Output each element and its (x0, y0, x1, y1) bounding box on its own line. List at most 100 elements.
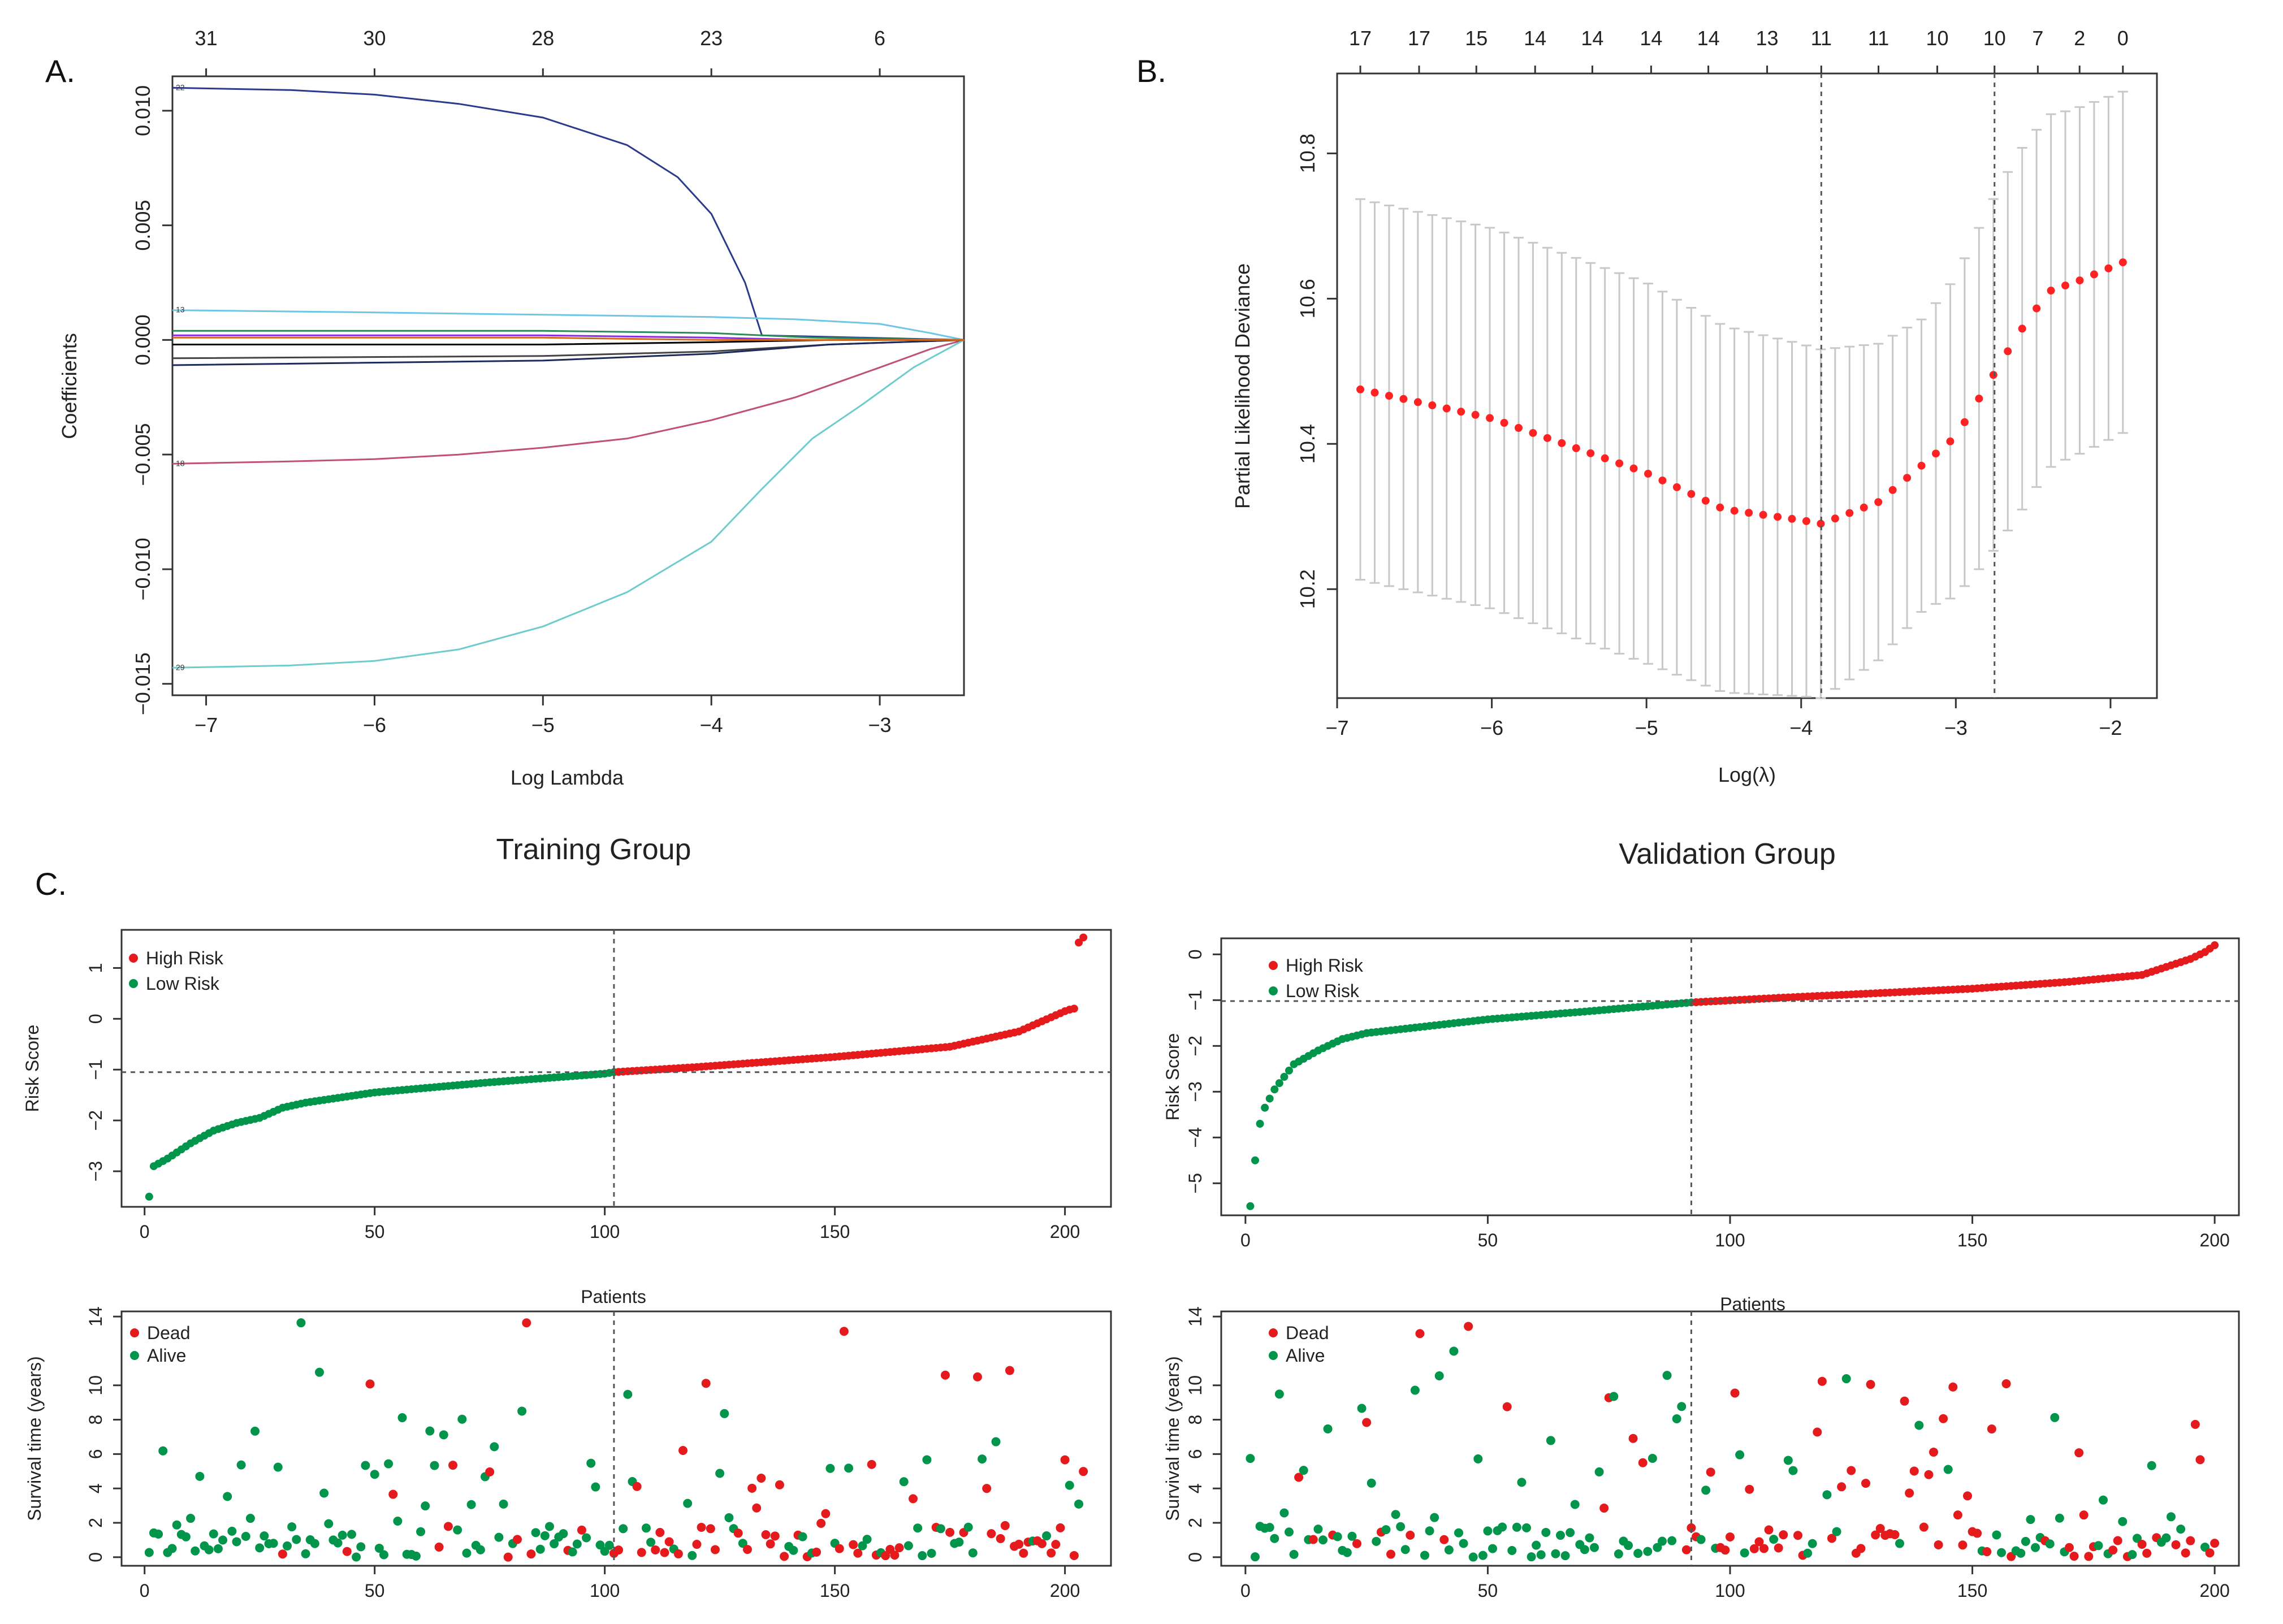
valid-surv-point-79 (1624, 1541, 1633, 1551)
valid-risk-point-6 (1270, 1085, 1279, 1094)
valid-surv-point-19 (1333, 1532, 1342, 1541)
train-risk-xtick-label-2: 100 (590, 1222, 620, 1242)
train-surv-point-134 (756, 1473, 766, 1483)
valid-surv-point-21 (1342, 1548, 1352, 1557)
train-surv-point-111 (651, 1545, 660, 1554)
valid-surv-point-50 (1483, 1526, 1493, 1536)
valid-surv-point-62 (1541, 1527, 1551, 1537)
train-surv-point-161 (881, 1551, 890, 1561)
b-ytick-label-0: 10.2 (1296, 569, 1319, 609)
valid-surv-point-91 (1681, 1545, 1691, 1554)
validation-survival-points (1246, 1322, 2220, 1562)
train-surv-point-126 (720, 1409, 729, 1418)
valid-surv-point-174 (2084, 1552, 2094, 1561)
legend-high-marker-v (1269, 961, 1278, 970)
valid-surv-point-151 (1973, 1528, 1982, 1538)
valid-surv-point-104 (1745, 1484, 1754, 1494)
validation-group-title: Validation Group (1619, 838, 1836, 871)
cv-mean-point-3 (1399, 395, 1408, 403)
a-ytick-label-3: 0.000 (131, 314, 154, 365)
valid-surv-point-61 (1536, 1550, 1546, 1560)
train-surv-point-129 (733, 1528, 743, 1538)
legend-high-label-v: High Risk (1286, 955, 1364, 976)
cv-mean-point-36 (1874, 498, 1883, 506)
valid-surv-point-103 (1740, 1548, 1749, 1558)
train-surv-point-38 (315, 1367, 324, 1377)
train-risk-ytick-label-2: −1 (85, 1059, 106, 1080)
valid-surv-point-42 (1444, 1545, 1454, 1554)
train-surv-point-73 (475, 1545, 485, 1554)
panel-a-ylabel: Coefficients (58, 333, 81, 439)
train-surv-point-141 (789, 1545, 798, 1555)
train-surv-point-34 (296, 1318, 306, 1328)
valid-surv-point-23 (1352, 1539, 1361, 1548)
panel-a-y-axis: −0.015 −0.010 −0.005 0.000 0.005 0.010 (131, 85, 172, 715)
valid-surv-ytick-label-0: 0 (1185, 1552, 1205, 1562)
cv-mean-point-1 (1370, 388, 1379, 397)
valid-surv-point-143 (1934, 1540, 1943, 1549)
cv-mean-point-20 (1644, 470, 1653, 478)
valid-surv-point-145 (1943, 1465, 1953, 1474)
valid-surv-point-119 (1817, 1376, 1827, 1386)
train-surv-point-173 (936, 1524, 945, 1534)
panel-b-mean-points (1356, 258, 2127, 528)
train-surv-point-10 (186, 1514, 196, 1523)
valid-surv-ytick-label-4: 8 (1185, 1415, 1205, 1425)
train-surv-point-83 (522, 1318, 531, 1328)
panel-label-b: B. (1136, 53, 1166, 89)
coef-line-7 (172, 339, 965, 360)
train-surv-point-35 (301, 1549, 310, 1558)
valid-surv-point-5 (1265, 1523, 1274, 1532)
a-toptick-label-0: 31 (195, 27, 218, 50)
train-surv-point-200 (1060, 1455, 1070, 1465)
train-surv-point-190 (1014, 1539, 1024, 1549)
train-surv-point-169 (918, 1551, 927, 1561)
train-surv-point-188 (1005, 1366, 1014, 1375)
train-surv-point-37 (310, 1539, 319, 1548)
train-surv-point-51 (374, 1543, 384, 1553)
a-ytick-label-4: 0.005 (131, 200, 154, 251)
cv-mean-point-7 (1457, 408, 1465, 416)
valid-surv-xtick-label-0: 0 (1240, 1580, 1251, 1601)
valid-surv-point-116 (1803, 1548, 1813, 1558)
cv-mean-point-28 (1759, 510, 1767, 519)
panel-b-frame (1336, 72, 2158, 699)
train-risk-ytick-label-4: 1 (85, 963, 106, 973)
valid-surv-point-27 (1372, 1536, 1381, 1546)
valid-surv-point-15 (1313, 1525, 1323, 1534)
valid-surv-point-99 (1720, 1545, 1730, 1555)
legend-alive-marker-v (1269, 1351, 1278, 1360)
train-surv-point-177 (954, 1538, 964, 1547)
valid-surv-point-76 (1609, 1392, 1619, 1401)
valid-surv-point-33 (1400, 1545, 1410, 1554)
train-surv-point-122 (701, 1379, 711, 1388)
b-xtick-label-0: −7 (1325, 716, 1348, 739)
valid-surv-point-101 (1730, 1388, 1740, 1398)
train-risk-xtick-label-4: 200 (1050, 1222, 1080, 1242)
b-xtick-label-2: −5 (1635, 716, 1658, 739)
training-risk-points (145, 933, 1088, 1201)
b-toptick-label-11: 10 (1983, 27, 2006, 50)
valid-surv-ytick-label-6: 14 (1185, 1306, 1205, 1327)
train-surv-point-28 (269, 1539, 278, 1548)
valid-surv-point-155 (1992, 1530, 2001, 1540)
a-ytick-label-0: −0.015 (131, 652, 154, 715)
train-surv-xtick-label-4: 200 (1050, 1580, 1080, 1601)
valid-surv-xtick-label-4: 200 (2199, 1580, 2229, 1601)
a-ytick-label-2: −0.005 (131, 423, 154, 486)
valid-surv-point-179 (2108, 1545, 2118, 1555)
valid-risk-ytick-label-3: −2 (1185, 1036, 1205, 1056)
valid-surv-point-137 (1905, 1488, 1914, 1498)
valid-surv-point-8 (1279, 1508, 1289, 1518)
valid-surv-point-89 (1672, 1414, 1681, 1423)
valid-surv-point-56 (1512, 1522, 1521, 1532)
train-surv-point-88 (544, 1522, 554, 1531)
valid-risk-point-8 (1280, 1073, 1288, 1081)
valid-surv-point-53 (1498, 1522, 1507, 1532)
valid-surv-point-36 (1415, 1329, 1425, 1339)
cv-mean-point-27 (1745, 509, 1753, 517)
valid-surv-point-118 (1813, 1427, 1822, 1437)
valid-surv-point-166 (2045, 1539, 2055, 1549)
valid-surv-point-95 (1701, 1486, 1711, 1495)
valid-surv-xtick-label-2: 100 (1715, 1580, 1745, 1601)
